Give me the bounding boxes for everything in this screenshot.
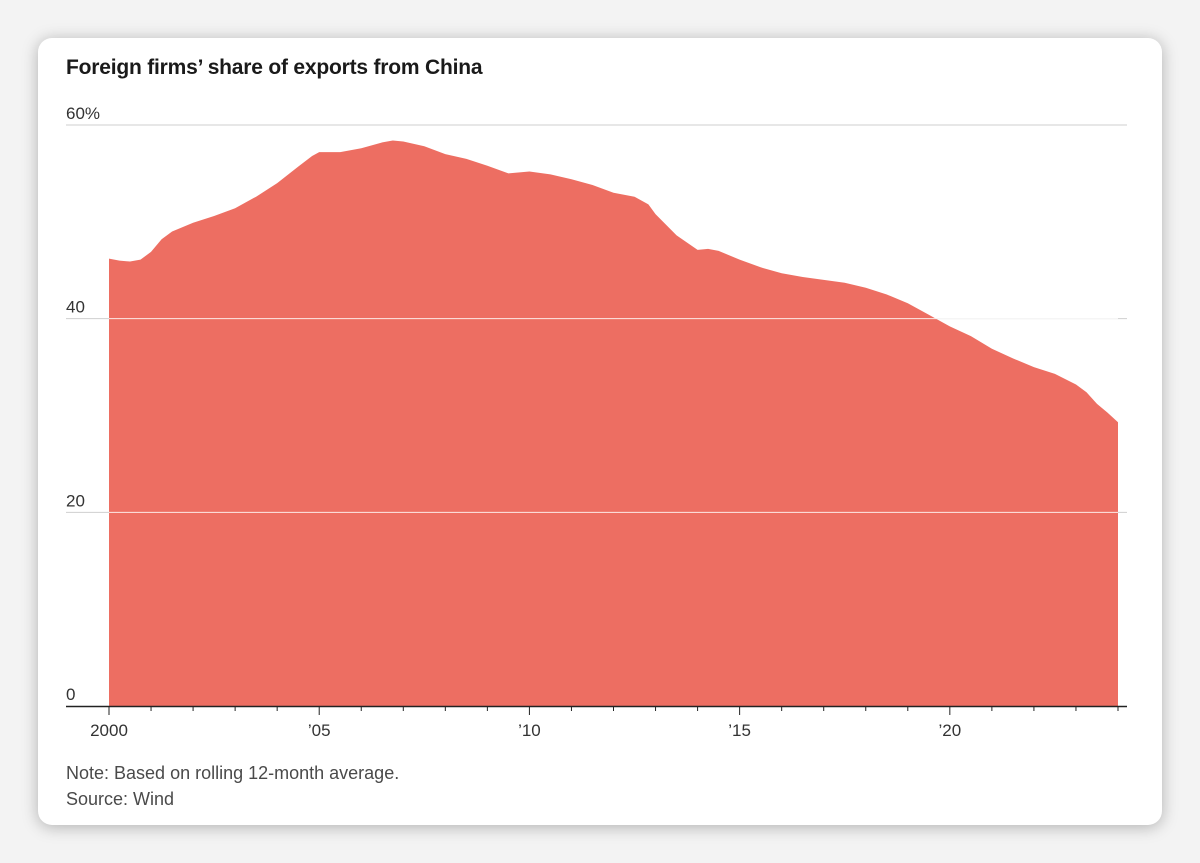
x-tick-label-2005: ’05 <box>308 721 331 740</box>
y-tick-label-20: 20 <box>66 491 85 510</box>
chart-note: Note: Based on rolling 12-month average. <box>66 763 400 783</box>
area-series <box>109 140 1118 706</box>
y-tick-label-40: 40 <box>66 298 85 317</box>
y-tick-label-0: 0 <box>66 685 75 704</box>
x-tick-label-2000: 2000 <box>90 721 128 740</box>
x-tick-label-2010: ’10 <box>518 721 541 740</box>
x-tick-label-2020: ’20 <box>938 721 961 740</box>
chart-card: Foreign firms’ share of exports from Chi… <box>38 38 1162 825</box>
y-tick-label-60: 60% <box>66 104 100 123</box>
area-chart: 0 20 40 60% 2000 ’05 ’10 ’15 ’20 <box>66 104 1127 740</box>
x-tick-label-2015: ’15 <box>728 721 751 740</box>
chart-source: Source: Wind <box>66 789 175 809</box>
chart-title: Foreign firms’ share of exports from Chi… <box>66 56 483 79</box>
